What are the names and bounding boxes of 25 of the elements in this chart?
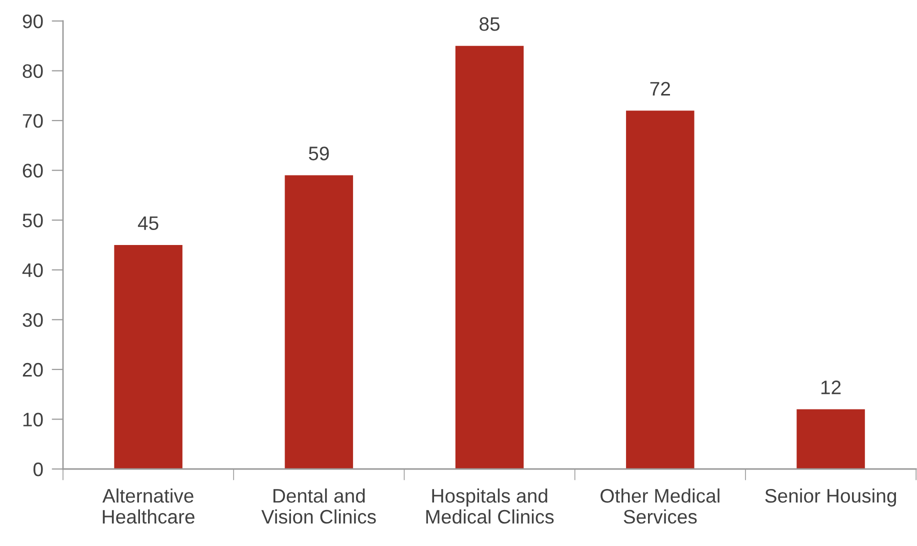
y-tick-label: 20 (22, 362, 43, 377)
y-tick-label: 40 (22, 263, 43, 278)
bar (626, 110, 694, 469)
y-tick-label: 10 (23, 412, 43, 426)
data-label: 72 (650, 82, 670, 96)
bar (114, 245, 182, 469)
bar (284, 175, 354, 469)
y-tick-label: 80 (22, 64, 43, 78)
x-tick-label: Alternative Healthcare (102, 488, 194, 524)
y-tick-label: 60 (22, 164, 43, 178)
y-tick-label: 50 (22, 214, 43, 228)
y-tick-label: 90 (22, 14, 43, 28)
data-label: 12 (821, 380, 841, 394)
y-tick-label: 70 (22, 114, 43, 128)
data-label: 85 (480, 17, 500, 31)
x-tick-label: Other Medical Services (600, 488, 720, 524)
x-tick-label: Senior Housing (765, 488, 896, 507)
y-tick-label: 30 (22, 313, 43, 327)
data-label: 45 (138, 216, 158, 230)
bar (796, 409, 865, 469)
x-tick-label: Hospitals and Medical Clinics (426, 488, 554, 524)
data-label: 59 (308, 146, 329, 160)
y-tick-label: 0 (34, 462, 43, 476)
bar (455, 46, 524, 469)
x-tick-label: Dental and Vision Clinics (261, 488, 376, 524)
